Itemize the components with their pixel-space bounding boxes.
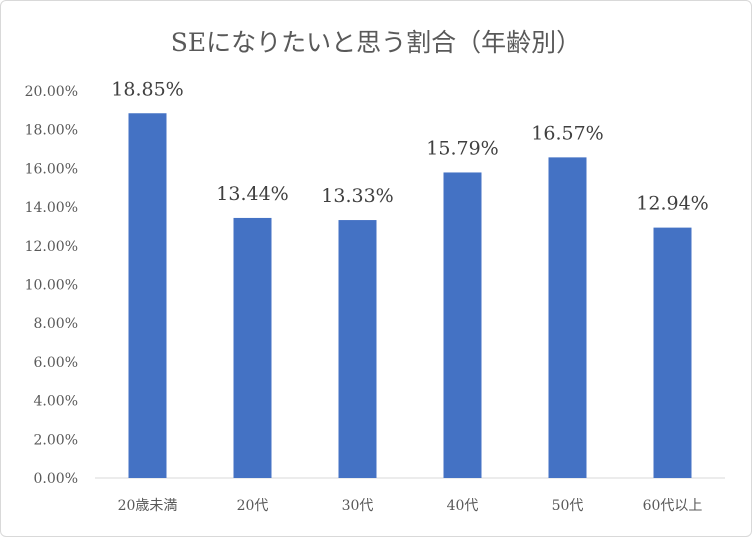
data-label: 13.33% bbox=[321, 185, 393, 207]
bar bbox=[548, 157, 587, 479]
data-label: 13.44% bbox=[216, 183, 288, 205]
bars bbox=[128, 113, 692, 479]
x-tick-label: 20歳未満 bbox=[118, 498, 178, 514]
bar bbox=[233, 217, 272, 478]
y-tick-label: 0.00% bbox=[34, 471, 78, 487]
y-tick-label: 4.00% bbox=[34, 394, 78, 410]
y-tick-label: 12.00% bbox=[25, 239, 78, 255]
data-label: 15.79% bbox=[426, 137, 498, 159]
x-tick-label: 20代 bbox=[237, 498, 269, 514]
x-tick-label: 50代 bbox=[552, 498, 584, 514]
data-label: 12.94% bbox=[636, 193, 708, 215]
bar bbox=[128, 113, 167, 478]
y-tick-label: 16.00% bbox=[25, 161, 78, 177]
y-tick-label: 2.00% bbox=[34, 432, 78, 448]
bar bbox=[338, 220, 377, 478]
x-tick-label: 40代 bbox=[447, 498, 479, 514]
y-tick-label: 6.00% bbox=[34, 355, 78, 371]
chart-title: SEになりたいと思う割合（年齢別） bbox=[171, 28, 581, 57]
x-tick-label: 30代 bbox=[342, 498, 374, 514]
y-tick-label: 10.00% bbox=[25, 278, 78, 294]
y-axis: 0.00% 2.00% 4.00% 6.00% 8.00% 10.00% 12.00% 14.… bbox=[25, 84, 78, 487]
x-tick-label: 60代以上 bbox=[643, 498, 703, 514]
y-tick-label: 14.00% bbox=[25, 200, 78, 216]
y-tick-label: 20.00% bbox=[25, 84, 78, 100]
bar bbox=[653, 227, 692, 478]
data-label: 18.85% bbox=[111, 78, 183, 100]
data-labels: 18.85% 13.44% 13.33% 15.79% 16.57% 12.94% bbox=[111, 78, 708, 214]
bar bbox=[443, 172, 482, 478]
y-tick-label: 8.00% bbox=[34, 316, 78, 332]
data-label: 16.57% bbox=[531, 122, 603, 144]
y-tick-label: 18.00% bbox=[25, 123, 78, 139]
x-axis: 20歳未満 20代 30代 40代 50代 60代以上 bbox=[95, 477, 725, 514]
